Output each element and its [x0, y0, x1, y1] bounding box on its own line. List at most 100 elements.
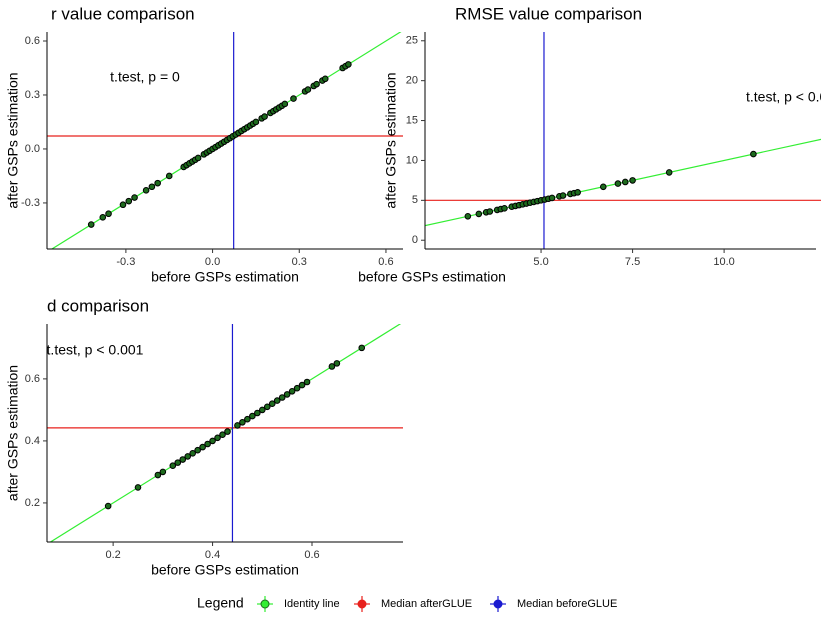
point [165, 172, 173, 180]
y-axis-title: after GSPs estimation [5, 365, 21, 501]
point [313, 80, 320, 88]
point [119, 201, 127, 209]
point [214, 434, 221, 442]
point [358, 344, 366, 352]
point [254, 409, 261, 417]
annotation: t.test, p < 0.001 [47, 342, 144, 358]
y-tick-label: 0.4 [25, 435, 40, 447]
point [621, 178, 629, 186]
legend-key-point [493, 599, 503, 609]
x-tick-label: 10.0 [713, 256, 734, 268]
point [258, 406, 266, 414]
point [134, 484, 142, 491]
point [501, 205, 508, 212]
x-tick-label: 7.5 [625, 256, 640, 268]
y-tick-label: 0.2 [25, 497, 40, 509]
point [548, 194, 556, 202]
point [199, 443, 206, 451]
plot-area: t.test, p < 0.001 [425, 32, 821, 249]
point [219, 431, 226, 439]
point [234, 422, 241, 429]
point [204, 440, 211, 448]
point [303, 378, 311, 386]
x-tick-label: -0.3 [116, 256, 135, 268]
point [486, 208, 494, 215]
y-axis-title: after GSPs estimation [5, 72, 21, 208]
point [273, 397, 281, 404]
point [184, 453, 192, 460]
point [261, 113, 268, 120]
point [293, 384, 301, 392]
point [278, 394, 286, 401]
y-tick-label: 5 [412, 194, 418, 206]
point [105, 210, 112, 218]
point [125, 197, 133, 205]
identity-line [49, 324, 402, 542]
point [249, 412, 256, 420]
point [290, 95, 297, 102]
point [298, 381, 306, 389]
x-tick-label: 0.6 [378, 256, 393, 268]
x-axis-title: before GSPs estimation [151, 269, 299, 285]
point [154, 471, 162, 479]
point [304, 86, 312, 93]
point [263, 403, 271, 411]
point [154, 179, 161, 187]
panel-title: RMSE value comparison [455, 4, 642, 23]
panel-title: r value comparison [51, 4, 195, 23]
point [159, 468, 167, 476]
x-tick-label: 0.2 [105, 549, 120, 561]
point [321, 75, 329, 83]
point [599, 183, 607, 191]
point [252, 118, 260, 126]
point [559, 192, 567, 199]
y-tick-label: 20 [406, 75, 418, 87]
x-tick-label: 0.6 [304, 549, 319, 561]
point [244, 415, 251, 423]
y-tick-label: 0.3 [25, 89, 40, 101]
x-axis-title: before GSPs estimation [358, 269, 506, 285]
y-tick-label: 10 [406, 154, 418, 166]
legend-label: Identity line [284, 598, 340, 610]
point [169, 462, 177, 470]
point [345, 61, 352, 68]
point [629, 177, 636, 184]
annotation: t.test, p = 0 [110, 69, 180, 85]
plot-area: t.test, p = 0 [47, 32, 403, 249]
x-tick-label: 0.4 [205, 549, 220, 561]
x-tick-label: 0.0 [205, 256, 220, 268]
plot-area: t.test, p < 0.001 [47, 324, 403, 542]
legend-key-point [357, 599, 367, 609]
point [328, 363, 336, 370]
y-tick-label: 0.6 [25, 35, 40, 47]
point [194, 446, 201, 454]
y-tick-label: 0.6 [25, 373, 40, 385]
point [281, 100, 289, 108]
point [750, 150, 757, 158]
y-tick-label: 0.0 [25, 143, 40, 155]
point [574, 189, 581, 196]
point [614, 180, 622, 187]
y-axis-title: after GSPs estimation [383, 72, 399, 208]
x-tick-label: 5.0 [533, 256, 548, 268]
y-tick-label: 25 [406, 35, 418, 47]
legend-label: Median beforeGLUE [517, 598, 617, 610]
point [333, 360, 341, 367]
y-tick-label: -0.3 [21, 197, 40, 209]
y-tick-label: 0 [412, 234, 418, 246]
point [104, 502, 112, 510]
x-axis-title: before GSPs estimation [151, 562, 299, 578]
point [224, 428, 231, 435]
panel-title: d comparison [47, 296, 149, 315]
point [665, 169, 673, 176]
point [131, 194, 138, 201]
x-tick-label: 0.3 [292, 256, 307, 268]
point [194, 154, 202, 162]
point [464, 212, 472, 220]
point [475, 210, 483, 218]
point [179, 456, 187, 463]
legend-key-point [260, 599, 270, 609]
point [283, 391, 291, 398]
legend-title: Legend [197, 595, 244, 611]
